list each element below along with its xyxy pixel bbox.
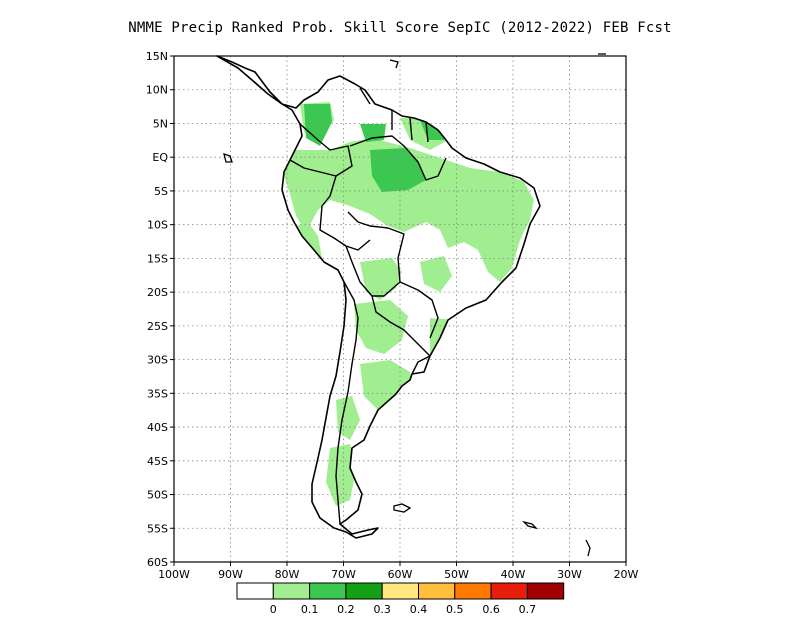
latitude-tick-label: 5N xyxy=(153,117,168,130)
latitude-tick-label: 20S xyxy=(147,286,168,299)
legend-threshold-label: 0.4 xyxy=(410,603,428,616)
latitude-tick-label: 15N xyxy=(146,50,168,63)
legend-color-box xyxy=(272,582,311,600)
latitude-tick-label: 45S xyxy=(147,455,168,468)
legend-color-box xyxy=(381,582,420,600)
longitude-tick-label: 50W xyxy=(444,568,469,581)
legend-color-box xyxy=(345,582,383,600)
legend-color-box xyxy=(418,582,456,600)
longitude-tick-label: 90W xyxy=(218,568,243,581)
islands xyxy=(223,53,606,557)
skill-area-light xyxy=(336,396,360,440)
legend-color-box xyxy=(236,582,274,600)
skill-area-medium xyxy=(370,148,426,192)
latitude-labels: 15N 10N 5N EQ 5S 10S 15S 20S 25S 30S 35S 40S 45S 50S 5… xyxy=(146,50,174,569)
gridlines xyxy=(174,56,626,562)
legend-color-box xyxy=(526,582,565,600)
legend-threshold-label: 0.1 xyxy=(301,603,319,616)
longitude-tick-label: 80W xyxy=(275,568,300,581)
latitude-tick-label: 55S xyxy=(147,522,168,535)
legend-threshold-label: 0.6 xyxy=(482,603,500,616)
latitude-tick-label: 60S xyxy=(147,556,168,569)
latitude-tick-label: 15S xyxy=(147,252,168,265)
skill-area-light xyxy=(420,256,452,292)
coastline-outline xyxy=(216,55,541,539)
legend-color-box xyxy=(309,582,347,600)
skill-area-light xyxy=(284,138,534,282)
longitude-tick-label: 60W xyxy=(388,568,413,581)
latitude-tick-label: 50S xyxy=(147,489,168,502)
latitude-tick-label: 10S xyxy=(147,219,168,232)
latitude-tick-label: 30S xyxy=(147,354,168,367)
longitude-tick-label: 20W xyxy=(614,568,639,581)
legend-color-box xyxy=(454,582,492,600)
latitude-tick-label: 25S xyxy=(147,320,168,333)
latitude-tick-label: EQ xyxy=(152,151,168,164)
latitude-tick-label: 35S xyxy=(147,387,168,400)
longitude-tick-label: 70W xyxy=(331,568,356,581)
latitude-tick-label: 10N xyxy=(146,84,168,97)
legend-threshold-label: 0.7 xyxy=(519,603,537,616)
latitude-tick-label: 5S xyxy=(154,185,168,198)
longitude-labels: 100W 90W 80W 70W 60W 50W 40W 30W 20W xyxy=(158,562,639,581)
longitude-tick-label: 100W xyxy=(158,568,190,581)
country-borders xyxy=(289,87,447,525)
longitude-tick-label: 40W xyxy=(501,568,526,581)
skill-area-light xyxy=(354,300,408,354)
latitude-tick-label: 40S xyxy=(147,421,168,434)
legend-threshold-label: 0.3 xyxy=(373,603,391,616)
legend-threshold-label: 0.5 xyxy=(446,603,464,616)
legend-color-box xyxy=(490,582,528,600)
longitude-tick-label: 30W xyxy=(557,568,582,581)
legend-threshold-label: 0 xyxy=(270,603,277,616)
map-title: NMME Precip Ranked Prob. Skill Score Sep… xyxy=(128,20,672,36)
skill-area-light xyxy=(326,444,356,506)
legend-threshold-label: 0.2 xyxy=(337,603,355,616)
skill-area-medium xyxy=(304,104,332,146)
